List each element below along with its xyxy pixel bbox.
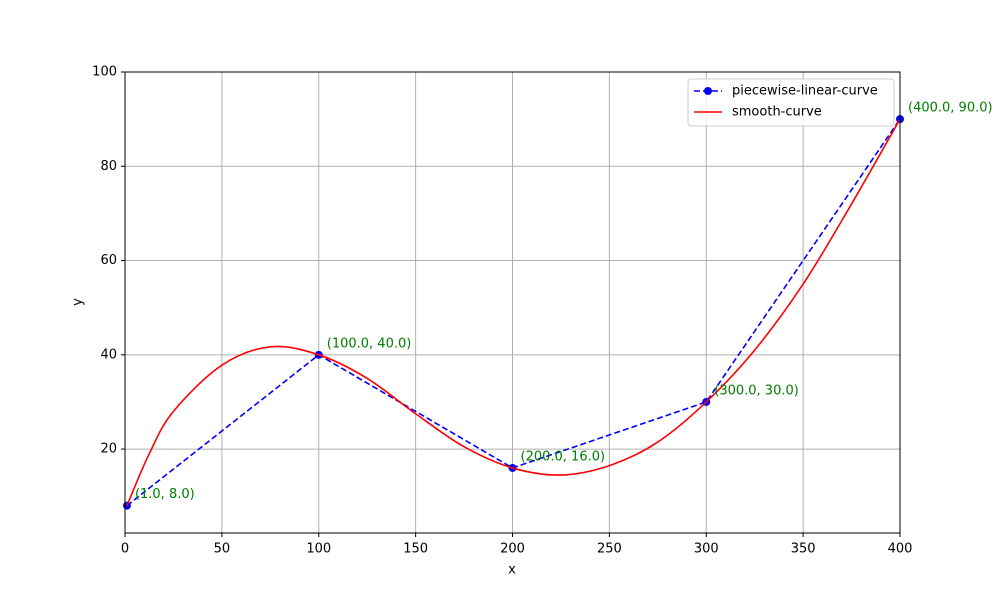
x-tick-label: 300 — [694, 542, 719, 557]
x-tick-label: 150 — [403, 542, 428, 557]
x-tick-label: 50 — [214, 542, 231, 557]
legend-marker — [704, 87, 712, 95]
x-tick-label: 0 — [121, 542, 129, 557]
y-tick-label: 80 — [100, 159, 117, 174]
y-axis-label: y — [71, 298, 86, 306]
series-line — [126, 118, 900, 506]
x-tick-label: 200 — [500, 542, 525, 557]
annotation: (300.0, 30.0) — [714, 383, 799, 398]
x-tick-label: 350 — [791, 542, 816, 557]
x-tick-label: 100 — [306, 542, 331, 557]
x-axis-label: x — [508, 563, 516, 578]
y-tick-label: 20 — [100, 442, 117, 457]
annotation: (200.0, 16.0) — [521, 449, 606, 464]
annotation: (1.0, 8.0) — [135, 487, 195, 502]
legend-box — [687, 78, 895, 127]
plot-frame — [124, 71, 901, 534]
y-tick-label: 40 — [100, 347, 117, 362]
legend-label: smooth-curve — [732, 105, 822, 120]
y-tick-label: 100 — [92, 65, 117, 80]
annotation: (400.0, 90.0) — [908, 101, 993, 116]
legend-label: piecewise-linear-curve — [732, 84, 878, 99]
x-tick-label: 250 — [597, 542, 622, 557]
x-tick-label: 400 — [888, 542, 913, 557]
y-tick-label: 60 — [100, 253, 117, 268]
annotation: (100.0, 40.0) — [327, 336, 412, 351]
